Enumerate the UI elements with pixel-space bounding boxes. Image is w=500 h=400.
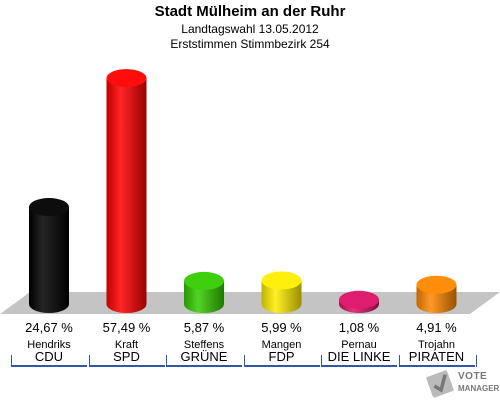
bar-spd — [106, 69, 147, 313]
party-label: CDU — [34, 349, 64, 364]
column-separator — [398, 355, 400, 367]
logo-text-vote: VOTE — [458, 371, 488, 382]
column-separator — [321, 355, 322, 367]
party-label: DIE LINKE — [327, 349, 391, 364]
candidate-label: Mangen — [261, 339, 302, 351]
column-separator — [243, 355, 245, 367]
value-label: 57,49 % — [102, 320, 151, 335]
column-underline — [321, 365, 397, 367]
candidate-label: Pernau — [341, 339, 377, 351]
column-separator — [475, 355, 477, 367]
candidate-label: Kraft — [114, 339, 139, 351]
column-underline — [398, 365, 475, 367]
column-separator — [166, 355, 167, 367]
party-label: FDP — [268, 349, 295, 364]
bar-chart — [0, 69, 500, 314]
bar-fdp — [261, 271, 302, 313]
column-separator — [88, 355, 90, 367]
candidate-label: Trojahn — [418, 339, 455, 351]
bar-grüne — [184, 271, 224, 313]
party-label: PIRATEN — [408, 349, 465, 364]
value-label: 5,99 % — [261, 320, 302, 335]
logo-text-manager: MANAGER — [458, 384, 500, 393]
party-label: GRÜNE — [180, 349, 228, 364]
value-label: 4,91 % — [416, 320, 457, 335]
value-label: 5,87 % — [183, 320, 225, 335]
bar-die-linke — [339, 290, 379, 313]
chart-subtitle-district: Erststimmen Stimmbezirk 254 — [170, 37, 330, 51]
value-label: 1,08 % — [338, 320, 380, 335]
column-separator — [11, 355, 12, 367]
column-underline — [11, 365, 87, 367]
vote-manager-logo-icon — [426, 370, 454, 398]
column-underline — [88, 365, 165, 367]
bar-cdu — [29, 198, 69, 313]
chart-subtitle-election: Landtagswahl 13.05.2012 — [181, 22, 319, 36]
column-underline — [243, 365, 320, 367]
party-label: SPD — [113, 349, 140, 364]
value-label: 24,67 % — [25, 320, 73, 335]
candidate-label: Steffens — [183, 339, 225, 351]
candidate-label: Hendriks — [27, 339, 71, 351]
chart-title: Stadt Mülheim an der Ruhr — [154, 3, 346, 20]
bar-piraten — [416, 275, 457, 313]
column-underline — [166, 365, 242, 367]
